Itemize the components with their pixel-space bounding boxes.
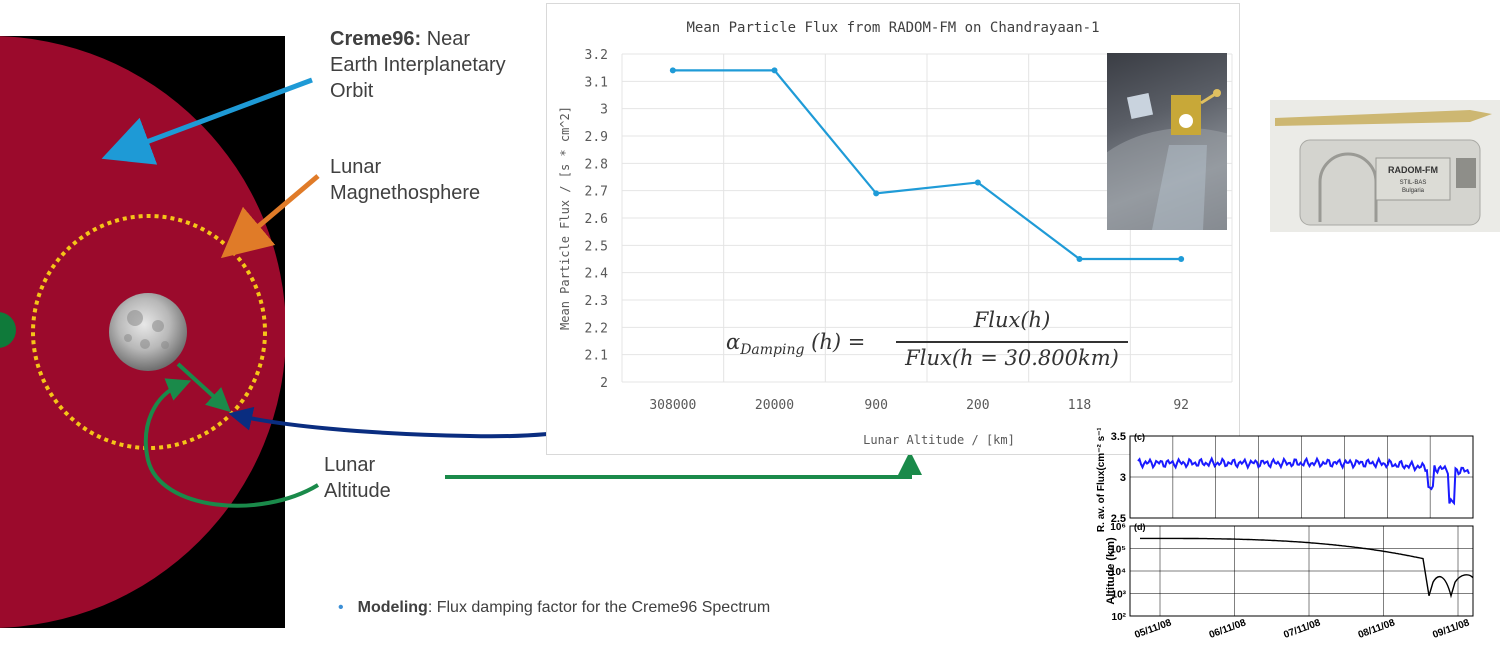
- formula-subscript: Damping: [740, 342, 805, 359]
- y-tick-label: 3: [600, 103, 608, 118]
- chandrayaan-photo: [1107, 53, 1227, 230]
- creme96-label-bold: Creme96:: [330, 28, 422, 50]
- device-sub2: Bulgaria: [1402, 188, 1425, 194]
- flux-data-point: [771, 67, 778, 74]
- formula-fraction-bar: [896, 341, 1128, 343]
- altitude-x-tick: 07/11/08: [1282, 617, 1322, 641]
- x-tick-label: 92: [1173, 398, 1189, 413]
- flux-data-point: [1178, 256, 1185, 262]
- altitude-x-tick: 08/11/08: [1357, 617, 1397, 641]
- x-tick-label: 118: [1068, 398, 1091, 413]
- spacecraft-illustration: [1107, 89, 1227, 230]
- altitude-axis-arrow: [445, 451, 922, 479]
- y-tick-label: 2.3: [585, 294, 608, 309]
- creme96-label: Creme96: Near Earth Interplanetary Orbit: [330, 26, 545, 104]
- formula-denominator: Flux(h = 30.800km): [905, 346, 1119, 370]
- y-tick-label: 2.9: [585, 130, 608, 145]
- creme96-label-line2: Earth Interplanetary: [330, 54, 506, 76]
- x-tick-label: 200: [966, 398, 989, 413]
- y-tick-label: 2.5: [585, 239, 608, 254]
- creme96-label-line3: Orbit: [330, 80, 374, 102]
- altitude-panel-ylabel: Altitude (km): [1105, 537, 1117, 605]
- moon-craters: [124, 310, 169, 349]
- lunar-alt-line2: Altitude: [324, 480, 391, 502]
- flux-altitude-timeseries: (c) 2.5 3 3.5 R. av. of Flux(cm⁻² s⁻¹) (d) 10²…: [1096, 428, 1474, 641]
- altitude-y-tick: 10⁴: [1110, 567, 1126, 578]
- moon-icon: [109, 293, 187, 371]
- altitude-y-tick: 10³: [1112, 590, 1127, 601]
- flux-timeseries-line: [1137, 456, 1470, 506]
- lunar-mag-line2: Magnethosphere: [330, 182, 481, 204]
- y-tick-label: 2.2: [585, 321, 608, 336]
- y-tick-label: 2.8: [585, 157, 608, 172]
- earth-icon: [0, 312, 16, 348]
- y-axis-label: Mean Particle Flux / [s * cm^2]: [558, 106, 572, 330]
- flux-data-point: [1076, 256, 1083, 262]
- flux-data-point: [873, 190, 880, 197]
- modeling-rest: : Flux damping factor for the Creme96 Sp…: [427, 599, 771, 616]
- flux-series-line: [672, 69, 1182, 261]
- lunar-alt-line1: Lunar: [324, 454, 376, 476]
- flux-data-point: [974, 179, 981, 186]
- radom-device-photo: RADOM-FM STIL-BAS Bulgaria: [1270, 100, 1500, 232]
- x-tick-label: 20000: [755, 398, 794, 413]
- lunar-magnetosphere-orbit: [31, 214, 267, 450]
- flux-y-tick: 2.5: [1111, 513, 1126, 525]
- y-tick-label: 2.1: [585, 349, 608, 364]
- flux-panel-ylabel: R. av. of Flux(cm⁻² s⁻¹): [1096, 428, 1107, 532]
- modeling-bullet: • Modeling: Flux damping factor for the C…: [338, 599, 770, 617]
- flux-panel-tag: (c): [1134, 432, 1145, 442]
- y-tick-label: 2: [600, 376, 608, 391]
- y-tick-label: 2.4: [585, 267, 609, 282]
- x-tick-label: 308000: [649, 398, 696, 413]
- formula-numerator: Flux(h): [973, 308, 1051, 332]
- formula-alpha: α: [726, 330, 741, 354]
- y-tick-label: 2.6: [585, 212, 608, 227]
- y-tick-label: 3.1: [585, 75, 608, 90]
- altitude-short-arrow: [176, 362, 231, 413]
- magnetosphere-arrow: [220, 174, 320, 259]
- device-sub1: STIL-BAS: [1400, 180, 1427, 186]
- altitude-y-tick: 10²: [1112, 612, 1127, 623]
- flux-data-point: [669, 67, 676, 74]
- lunar-magnetosphere-label: Lunar Magnethosphere: [330, 154, 480, 206]
- lunar-altitude-label: Lunar Altitude: [324, 452, 391, 504]
- altitude-curve-arrow: [143, 378, 320, 508]
- altitude-x-tick: 05/11/08: [1133, 617, 1173, 641]
- y-tick-label: 2.7: [585, 185, 608, 200]
- flux-y-tick: 3: [1120, 472, 1126, 484]
- y-tick-label: 3.2: [585, 48, 608, 63]
- altitude-x-tick: 09/11/08: [1431, 617, 1471, 641]
- creme96-label-line1: Near: [426, 28, 471, 50]
- altitude-panel-tag: (d): [1134, 522, 1146, 532]
- altitude-y-tick: 10⁵: [1110, 545, 1126, 556]
- formula-lhs-arg: (h) =: [811, 330, 866, 354]
- damping-formula: αDamping (h) = Flux(h) Flux(h = 30.800km…: [726, 308, 1136, 378]
- radom-device-illustration: RADOM-FM STIL-BAS Bulgaria: [1270, 100, 1500, 232]
- altitude-x-tick: 06/11/08: [1208, 617, 1248, 641]
- x-tick-label: 900: [864, 398, 887, 413]
- altitude-timeseries-line: [1140, 537, 1474, 599]
- creme96-arrow: [101, 77, 313, 165]
- chart-title: Mean Particle Flux from RADOM-FM on Chan…: [686, 20, 1099, 36]
- device-label: RADOM-FM: [1388, 165, 1438, 175]
- flux-y-tick: 3.5: [1111, 431, 1126, 443]
- altitude-y-tick: 10⁶: [1110, 522, 1126, 533]
- x-axis-label: Lunar Altitude / [km]: [863, 433, 1015, 447]
- lunar-mag-line1: Lunar: [330, 156, 382, 178]
- bullet-dot: •: [338, 599, 344, 616]
- modeling-bold: Modeling: [357, 599, 428, 616]
